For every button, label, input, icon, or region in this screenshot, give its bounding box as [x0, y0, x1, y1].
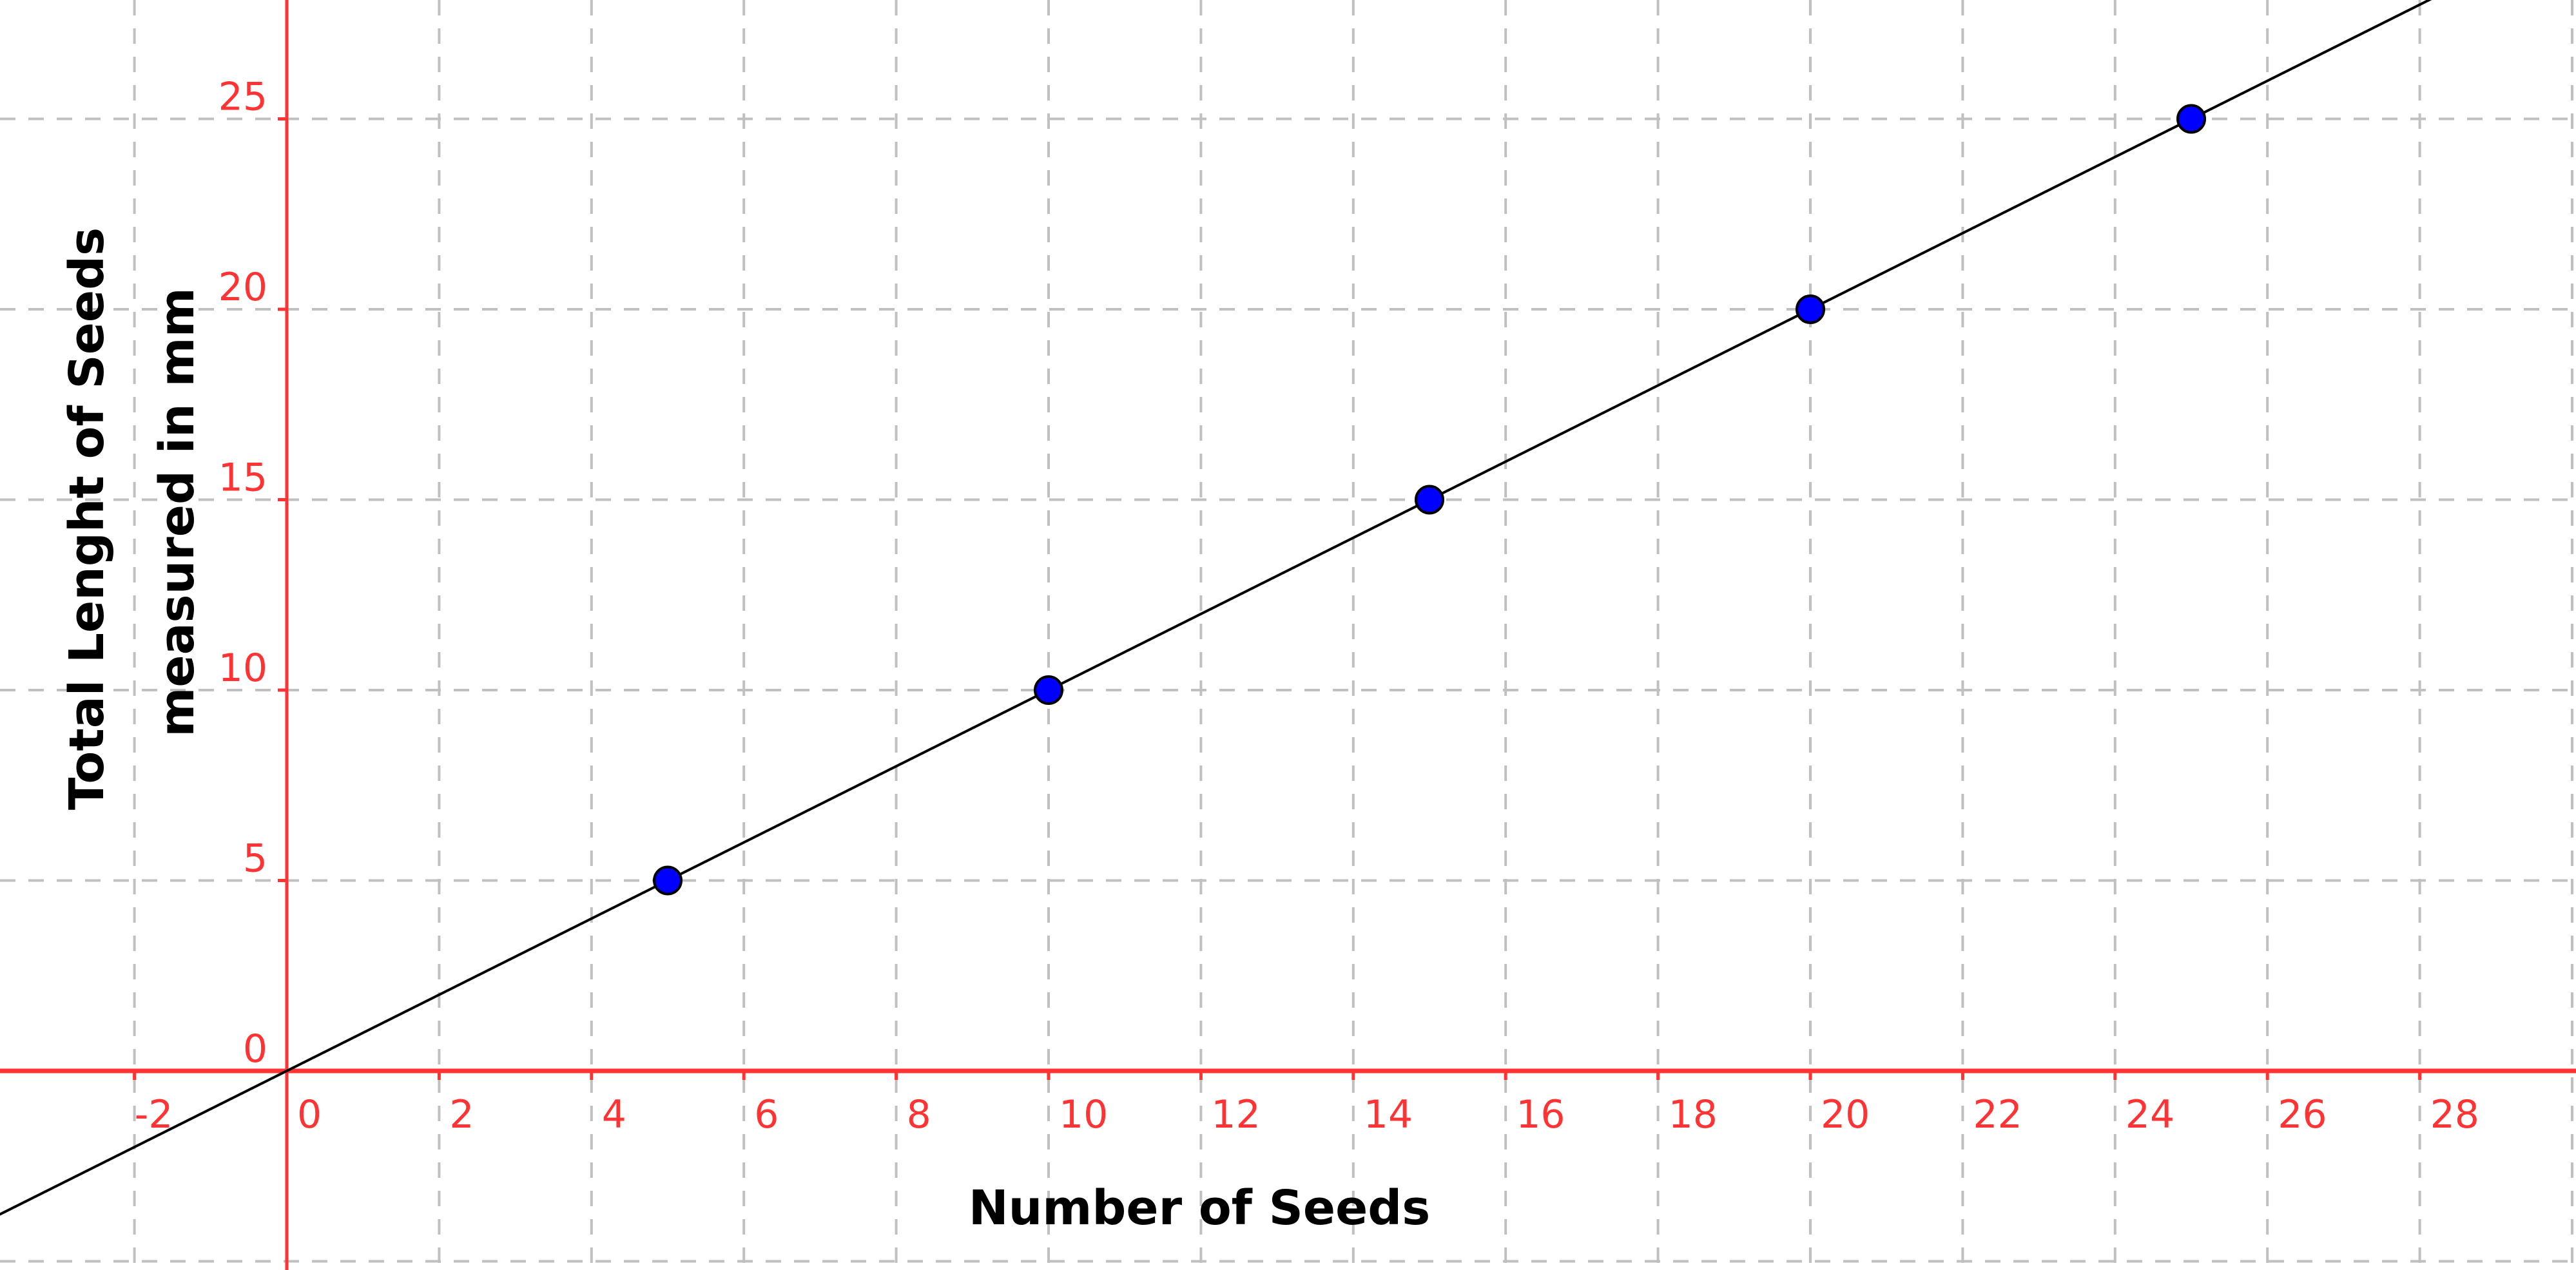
x-tick-label: 20 [1821, 1092, 1870, 1137]
x-tick-label: 8 [907, 1092, 931, 1137]
y-axis-title-line1: Total Lenght of Seeds [59, 227, 115, 810]
y-tick-label: 5 [243, 836, 267, 881]
x-tick-label: 28 [2430, 1092, 2479, 1137]
series [0, 0, 2432, 1216]
x-axis-title: Number of Seeds [969, 1180, 1431, 1236]
x-tick-label: 26 [2278, 1092, 2327, 1137]
data-point [2176, 104, 2206, 134]
x-tick-label: 18 [1669, 1092, 1718, 1137]
y-tick-label: 0 [243, 1026, 267, 1072]
x-tick-label: 10 [1059, 1092, 1108, 1137]
x-tick-label: 6 [754, 1092, 779, 1137]
x-tick-label: 0 [297, 1092, 322, 1137]
data-point [1415, 485, 1444, 515]
data-point [1796, 294, 1825, 324]
x-tick-label: 24 [2126, 1092, 2174, 1137]
x-tick-label: 4 [602, 1092, 626, 1137]
x-tick-label: 14 [1364, 1092, 1413, 1137]
y-axis-title-line2: measured in mm [150, 287, 205, 736]
fit-line [0, 0, 2432, 1216]
y-tick-label: 20 [218, 265, 267, 310]
y-tick-label: 25 [218, 75, 267, 120]
y-tick-label: 10 [218, 646, 267, 691]
x-tick-label: 16 [1516, 1092, 1565, 1137]
x-tick-label: 22 [1973, 1092, 2022, 1137]
x-tick-label: 2 [449, 1092, 474, 1137]
data-point [653, 865, 683, 896]
y-tick-label: 15 [218, 456, 267, 501]
data-point [1034, 675, 1063, 705]
x-tick-label: 12 [1211, 1092, 1260, 1137]
